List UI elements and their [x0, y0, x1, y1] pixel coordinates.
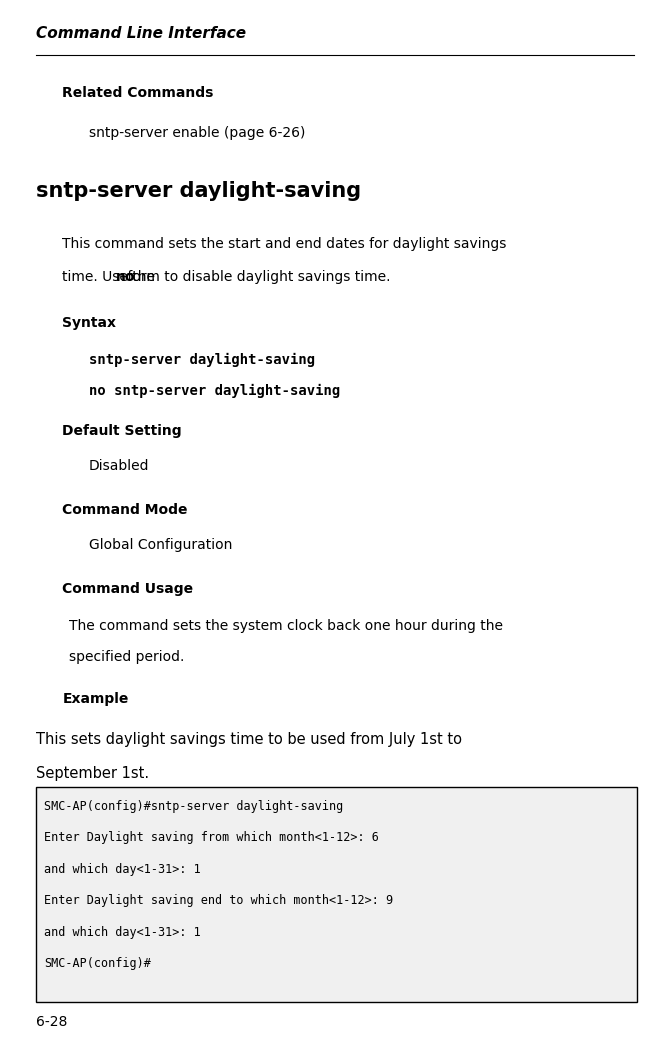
Text: no sntp-server daylight-saving: no sntp-server daylight-saving	[89, 384, 340, 398]
Text: sntp-server daylight-saving: sntp-server daylight-saving	[89, 352, 315, 366]
Text: The command sets the system clock back one hour during the: The command sets the system clock back o…	[69, 619, 503, 632]
Text: Global Configuration: Global Configuration	[89, 538, 232, 551]
Text: Enter Daylight saving from which month<1-12>: 6: Enter Daylight saving from which month<1…	[44, 831, 379, 844]
Text: Syntax: Syntax	[62, 316, 116, 329]
Text: and which day<1-31>: 1: and which day<1-31>: 1	[44, 863, 201, 875]
Text: 6-28: 6-28	[36, 1015, 68, 1029]
Text: Command Line Interface: Command Line Interface	[36, 26, 246, 41]
Text: Related Commands: Related Commands	[62, 86, 214, 100]
Text: Command Usage: Command Usage	[62, 582, 194, 595]
Text: Enter Daylight saving end to which month<1-12>: 9: Enter Daylight saving end to which month…	[44, 894, 393, 907]
Text: This sets daylight savings time to be used from July 1st to: This sets daylight savings time to be us…	[36, 732, 462, 747]
Text: sntp-server enable (page 6-26): sntp-server enable (page 6-26)	[89, 126, 305, 140]
Text: September 1st.: September 1st.	[36, 766, 149, 781]
Text: and which day<1-31>: 1: and which day<1-31>: 1	[44, 926, 201, 938]
Text: Example: Example	[62, 692, 129, 706]
FancyBboxPatch shape	[36, 787, 637, 1002]
Text: form to disable daylight savings time.: form to disable daylight savings time.	[124, 270, 391, 284]
Text: SMC-AP(config)#: SMC-AP(config)#	[44, 957, 151, 970]
Text: Default Setting: Default Setting	[62, 424, 182, 438]
Text: time. Use the: time. Use the	[62, 270, 160, 284]
Text: This command sets the start and end dates for daylight savings: This command sets the start and end date…	[62, 237, 507, 250]
Text: no: no	[116, 270, 135, 284]
Text: Command Mode: Command Mode	[62, 503, 188, 517]
Text: specified period.: specified period.	[69, 650, 185, 664]
Text: sntp-server daylight-saving: sntp-server daylight-saving	[36, 181, 361, 201]
Text: Disabled: Disabled	[89, 459, 149, 472]
Text: SMC-AP(config)#sntp-server daylight-saving: SMC-AP(config)#sntp-server daylight-savi…	[44, 800, 343, 812]
